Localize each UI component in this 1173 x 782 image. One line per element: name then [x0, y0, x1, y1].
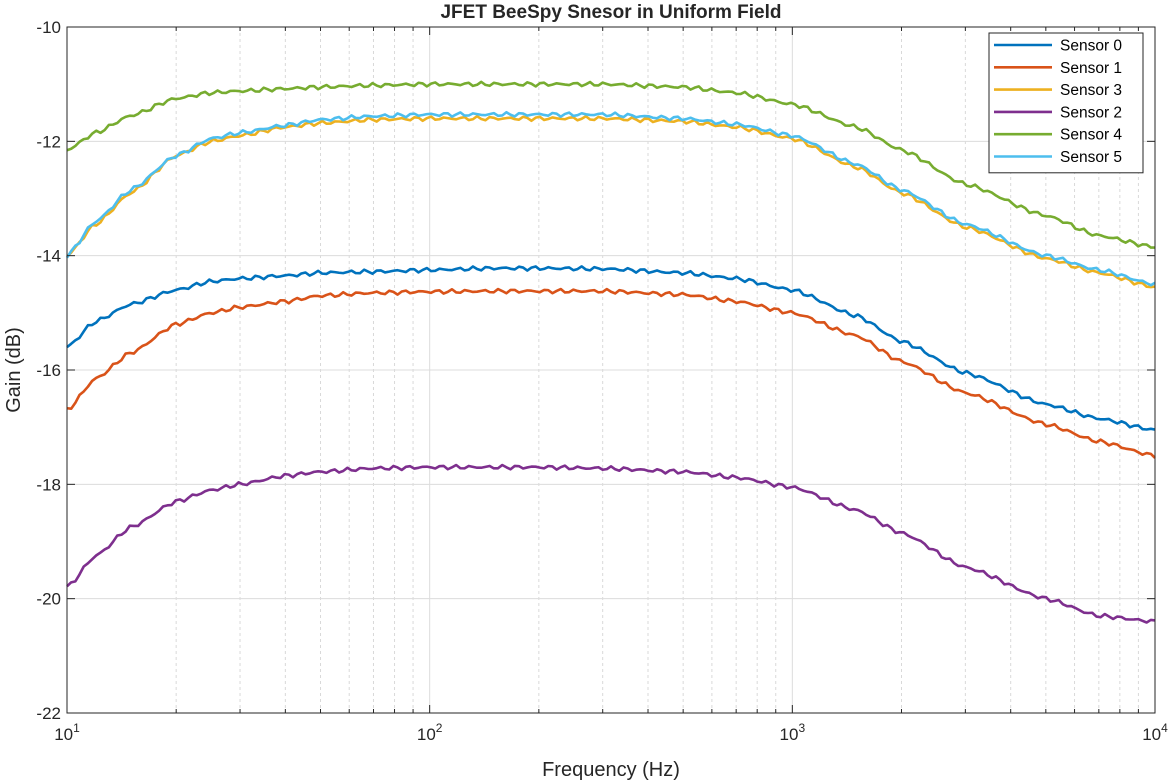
legend-label[interactable]: Sensor 2	[1060, 104, 1122, 121]
series-line-sensor-5	[65, 110, 1156, 287]
legend-label[interactable]: Sensor 0	[1060, 38, 1122, 55]
series-lines	[65, 80, 1156, 624]
x-tick-label: 101	[54, 721, 80, 744]
legend-label[interactable]: Sensor 4	[1060, 127, 1122, 144]
series-line-sensor-4	[66, 80, 1155, 249]
y-tick-label: -12	[36, 132, 61, 151]
y-tick-label: -20	[36, 590, 61, 609]
legend-label[interactable]: Sensor 3	[1060, 82, 1122, 99]
x-tick-label: 104	[1142, 721, 1168, 744]
legend-label[interactable]: Sensor 1	[1060, 60, 1122, 77]
axis-ticks: -22 -20 -18 -16 -14 -12 -10 101 102 103 104	[36, 18, 1168, 744]
y-tick-label: -14	[36, 247, 61, 266]
x-tick-label: 103	[780, 721, 806, 744]
legend-label[interactable]: Sensor 5	[1060, 149, 1122, 166]
legend-box	[988, 32, 1144, 174]
legend[interactable]: Sensor 0 Sensor 1 Sensor 3 Sensor 2 Sensor 4…	[988, 32, 1144, 174]
y-tick-label: -10	[36, 18, 61, 37]
y-tick-label: -22	[36, 704, 61, 723]
x-tick-label: 102	[417, 721, 443, 744]
y-tick-label: -16	[36, 361, 61, 380]
series-line-sensor-0	[66, 265, 1156, 431]
series-line-sensor-2	[66, 463, 1156, 624]
series-line-sensor-1	[66, 287, 1156, 459]
y-axis-label: Gain (dB)	[3, 327, 25, 413]
chart-title: JFET BeeSpy Snesor in Uniform Field	[440, 2, 781, 23]
y-tick-label: -18	[36, 475, 61, 494]
x-axis-label: Frequency (Hz)	[542, 759, 680, 781]
